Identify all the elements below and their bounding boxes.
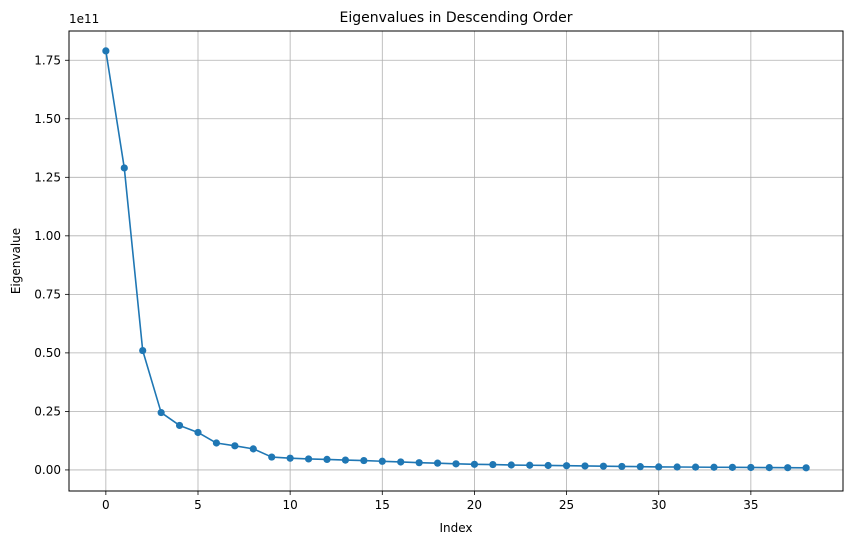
data-point [286, 454, 294, 462]
data-point [360, 456, 368, 465]
data-point [562, 462, 571, 470]
y-tick-label: 0.75 [34, 287, 61, 301]
data-point [433, 459, 442, 467]
data-point [323, 455, 331, 463]
data-point [544, 461, 552, 470]
data-point [341, 456, 350, 464]
grid-lines [69, 31, 843, 491]
data-point [618, 462, 626, 471]
data-point [765, 463, 773, 472]
data-point [691, 463, 700, 471]
data-point [268, 453, 276, 461]
y-tick-label: 1.00 [34, 229, 61, 243]
x-tick-label: 30 [651, 498, 666, 512]
data-point [581, 462, 589, 470]
data-point [747, 463, 755, 472]
y-tick-label: 1.75 [34, 53, 61, 67]
data-point [139, 346, 147, 355]
x-tick-label: 0 [102, 498, 110, 512]
data-point [655, 463, 663, 471]
x-tick-label: 25 [559, 498, 574, 512]
ticks: 0 5 10 15 20 25 30 35 0.00 0.25 0.50 0.75 1.00 1.25 1.… [34, 53, 758, 512]
data-point [784, 464, 792, 472]
data-point [489, 460, 497, 469]
data-point [673, 463, 681, 471]
data-point [102, 47, 110, 55]
data-point [120, 164, 128, 172]
y-tick-label: 0.50 [34, 346, 61, 360]
x-tick-label: 35 [743, 498, 758, 512]
y-axis-offset-label: 1e11 [69, 12, 99, 26]
data-point [415, 459, 423, 467]
data-point [802, 464, 810, 472]
y-tick-label: 1.25 [34, 170, 61, 184]
y-axis-title: Eigenvalue [9, 228, 23, 294]
x-tick-label: 20 [467, 498, 482, 512]
x-axis-title: Index [439, 521, 472, 535]
data-point [175, 421, 184, 430]
data-point [378, 457, 386, 465]
data-point [212, 439, 221, 447]
data-point [599, 462, 608, 470]
data-point [470, 460, 479, 468]
data-point [397, 458, 405, 466]
data-point [636, 463, 644, 471]
data-point [507, 461, 515, 469]
data-point [157, 408, 165, 417]
series-layer [102, 47, 810, 472]
plot-frame [68, 30, 844, 492]
data-point [526, 461, 534, 469]
data-point [452, 460, 460, 468]
x-tick-label: 10 [283, 498, 298, 512]
data-point [728, 463, 737, 471]
y-tick-label: 1.50 [34, 112, 61, 126]
chart-title: Eigenvalues in Descending Order [340, 10, 573, 26]
data-point [249, 445, 257, 453]
data-point [304, 455, 313, 463]
data-point [710, 463, 718, 471]
data-point [194, 428, 202, 437]
x-tick-label: 15 [375, 498, 390, 512]
x-tick-label: 5 [194, 498, 202, 512]
y-tick-label: 0.00 [34, 463, 61, 477]
data-point [231, 442, 239, 450]
y-tick-label: 0.25 [34, 404, 61, 418]
